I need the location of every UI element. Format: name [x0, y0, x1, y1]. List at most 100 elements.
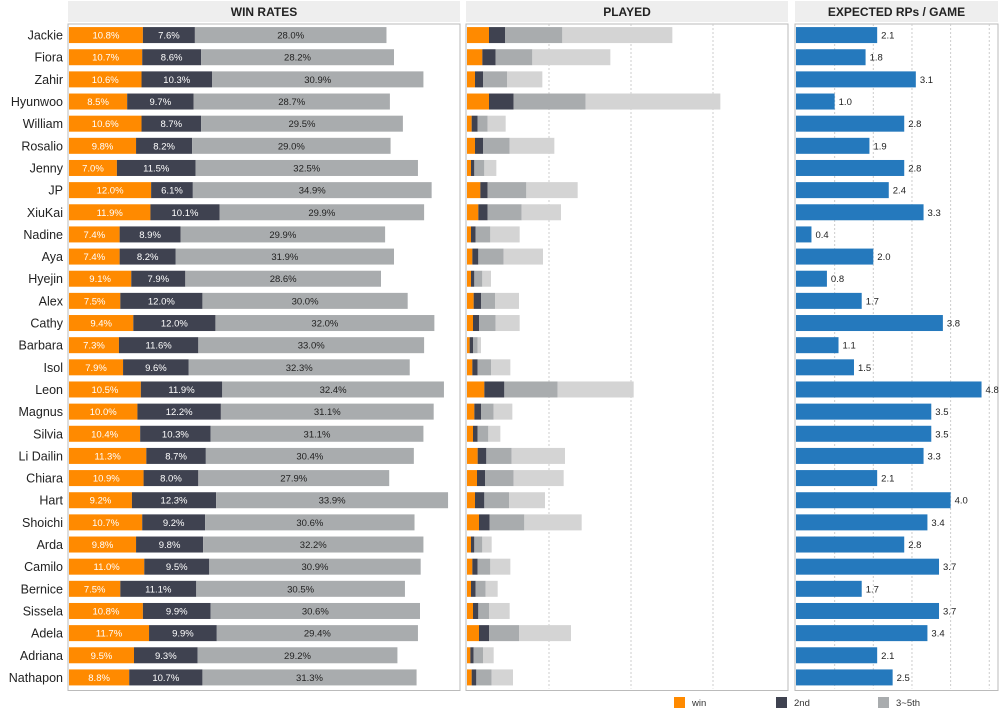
expected-bar-label: 3.3	[928, 208, 941, 219]
panel-headers: WIN RATES PLAYED EXPECTED RPs / GAME	[68, 1, 998, 22]
win-bar-label: 12.0%	[97, 186, 124, 197]
win-bar	[69, 115, 142, 132]
played-win-bar	[467, 337, 470, 354]
expected-bar	[796, 425, 932, 442]
played-win-bar	[467, 647, 471, 664]
category-label: Jackie	[28, 29, 63, 43]
played-second-bar	[480, 182, 488, 199]
expected-panel-title: EXPECTED RPs / GAME	[828, 5, 965, 19]
played-win-bar	[467, 270, 471, 287]
second-bar	[131, 270, 186, 287]
expected-bar-label: 1.5	[858, 363, 871, 374]
expected-bar-label: 2.8	[908, 540, 921, 551]
category-label: Nathapon	[9, 671, 63, 685]
third-fifth-bar	[175, 248, 394, 265]
played-rest-bar	[526, 182, 578, 199]
win-bar-label: 10.6%	[92, 75, 119, 86]
expected-bar	[796, 115, 905, 132]
played-second-bar	[472, 558, 478, 575]
win-rates-panel-frame	[67, 23, 461, 691]
third-fifth-bar-label: 33.9%	[319, 496, 346, 507]
win-bar-label: 10.0%	[90, 407, 117, 418]
expected-bar	[796, 536, 905, 553]
second-bar	[136, 536, 204, 553]
third-fifth-bar	[210, 602, 420, 619]
expected-bar-label: 2.1	[881, 651, 894, 662]
played-third-fifth-bar	[475, 226, 491, 243]
third-fifth-bar	[188, 359, 410, 376]
third-fifth-bar-label: 30.6%	[302, 606, 329, 617]
played-third-fifth-bar	[477, 359, 491, 376]
expected-bar-label: 3.7	[943, 562, 956, 573]
played-second-bar	[473, 425, 478, 442]
second-bar-label: 9.7%	[150, 97, 172, 108]
expected-bars: 2.1 1.8 3.1 1.0 2.8 1.9 2.8 2.4 3.3 0.4 2.0 0.8 1.7 3…	[796, 27, 999, 686]
second-bar	[129, 669, 203, 686]
expected-bar-label: 1.0	[839, 97, 852, 108]
category-label: Li Dailin	[19, 449, 64, 463]
second-bar	[140, 425, 211, 442]
third-fifth-bar-label: 29.9%	[269, 230, 296, 241]
category-label: Hyunwoo	[11, 95, 63, 109]
category-label: Nadine	[23, 228, 63, 242]
category-label: Zahir	[35, 73, 63, 87]
second-bar	[134, 647, 198, 664]
third-fifth-bar	[198, 337, 425, 354]
win-bar	[69, 580, 121, 597]
played-rest-bar	[488, 425, 501, 442]
second-bar	[116, 159, 196, 176]
played-win-bar	[467, 115, 472, 132]
played-second-bar	[475, 71, 483, 88]
category-label: Rosalio	[21, 139, 63, 153]
third-fifth-bar-label: 32.0%	[311, 319, 338, 330]
category-label: JP	[48, 184, 63, 198]
third-fifth-bar-label: 31.1%	[314, 407, 341, 418]
played-second-bar	[489, 93, 514, 110]
third-fifth-bar-label: 33.0%	[298, 341, 325, 352]
second-bar-label: 9.6%	[145, 363, 167, 374]
played-panel-frame	[465, 23, 789, 691]
win-bar-label: 10.5%	[91, 385, 118, 396]
win-bar-label: 7.5%	[84, 584, 106, 595]
category-label: Shoichi	[22, 516, 63, 530]
played-rest-bar	[495, 315, 520, 332]
third-fifth-bar	[216, 492, 449, 509]
third-fifth-bar	[202, 292, 408, 309]
played-rest-bar	[482, 270, 491, 287]
played-second-bar	[473, 292, 481, 309]
expected-bar	[796, 602, 940, 619]
win-bar	[69, 425, 141, 442]
third-fifth-bar	[209, 558, 421, 575]
win-bar-label: 9.8%	[92, 141, 114, 152]
third-fifth-bar	[195, 159, 418, 176]
expected-bar-label: 3.1	[920, 75, 933, 86]
played-third-fifth-bar	[505, 27, 563, 44]
played-rest-bar	[585, 93, 721, 110]
win-bar	[69, 93, 128, 110]
played-second-bar	[478, 204, 488, 221]
expected-bar-label: 3.5	[935, 407, 948, 418]
third-fifth-bar	[192, 137, 391, 154]
played-third-fifth-bar	[489, 514, 525, 531]
win-bar	[69, 49, 143, 66]
expected-bar	[796, 49, 866, 66]
second-bar	[118, 337, 199, 354]
third-fifth-bar-label: 28.7%	[278, 97, 305, 108]
second-bar	[120, 580, 197, 597]
played-third-fifth-bar	[486, 447, 512, 464]
win-bar-label: 10.7%	[92, 518, 119, 529]
expected-bar-label: 1.1	[843, 341, 856, 352]
win-bar-label: 7.4%	[83, 252, 105, 263]
second-bar	[136, 137, 193, 154]
played-win-bar	[467, 625, 479, 642]
expected-bar-label: 0.8	[831, 274, 844, 285]
expected-bar	[796, 315, 943, 332]
second-bar	[131, 492, 217, 509]
win-bar-label: 7.5%	[84, 296, 106, 307]
legend-swatch	[878, 697, 889, 708]
played-third-fifth-bar	[481, 403, 494, 420]
played-second-bar	[473, 602, 479, 619]
played-second-bar	[471, 115, 478, 132]
expected-bar-label: 2.1	[881, 474, 894, 485]
second-bar-label: 9.8%	[159, 540, 181, 551]
